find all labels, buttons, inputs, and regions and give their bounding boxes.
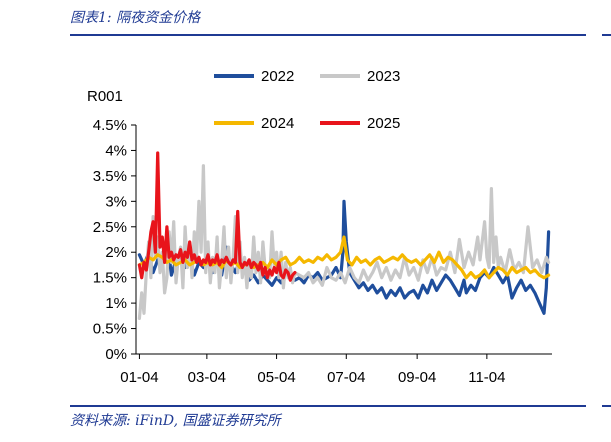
x-tick-label: 01-04 xyxy=(120,369,158,386)
bottom-rule xyxy=(70,405,586,407)
y-tick-label: 0.5% xyxy=(93,321,127,338)
x-tick-label: 11-04 xyxy=(468,369,505,386)
y-tick-label: 2.5% xyxy=(93,219,127,236)
legend-label-2024: 2024 xyxy=(261,115,294,132)
y-tick-label: 3% xyxy=(105,193,127,210)
top-rule-edge xyxy=(602,34,611,36)
series-line-2024 xyxy=(137,235,551,280)
y-tick-label: 0% xyxy=(105,346,127,363)
figure-title: 图表1: 隔夜资金价格 xyxy=(70,10,201,26)
series-line-2023 xyxy=(137,164,551,320)
y-axis-label: R001 xyxy=(87,88,123,105)
series-line-2025 xyxy=(137,151,297,282)
x-tick-label: 03-04 xyxy=(188,369,226,386)
top-rule xyxy=(70,34,586,36)
legend-label-2025: 2025 xyxy=(367,115,400,132)
bottom-rule-edge xyxy=(602,405,611,407)
axes: 0% 0.5% 1% 1.5% 2% 2.5% 3% 3.5% 4% 4.5% 01-04 03-04… xyxy=(93,117,552,386)
y-tick-label: 1% xyxy=(105,295,127,312)
x-tick-label: 07-04 xyxy=(327,369,365,386)
y-tick-label: 2% xyxy=(105,244,127,261)
source-note: 资料来源: iFinD, 国盛证券研究所 xyxy=(70,413,281,429)
y-tick-label: 1.5% xyxy=(93,270,127,287)
y-tick-label: 4.5% xyxy=(93,117,127,134)
legend-label-2023: 2023 xyxy=(367,68,400,85)
legend-label-2022: 2022 xyxy=(261,68,294,85)
series-lines xyxy=(137,151,551,320)
legend: 2022 2023 2024 2025 xyxy=(214,68,400,132)
x-tick-label: 09-04 xyxy=(398,369,436,386)
y-tick-label: 4% xyxy=(105,142,127,159)
x-tick-label: 05-04 xyxy=(257,369,295,386)
y-tick-label: 3.5% xyxy=(93,168,127,185)
